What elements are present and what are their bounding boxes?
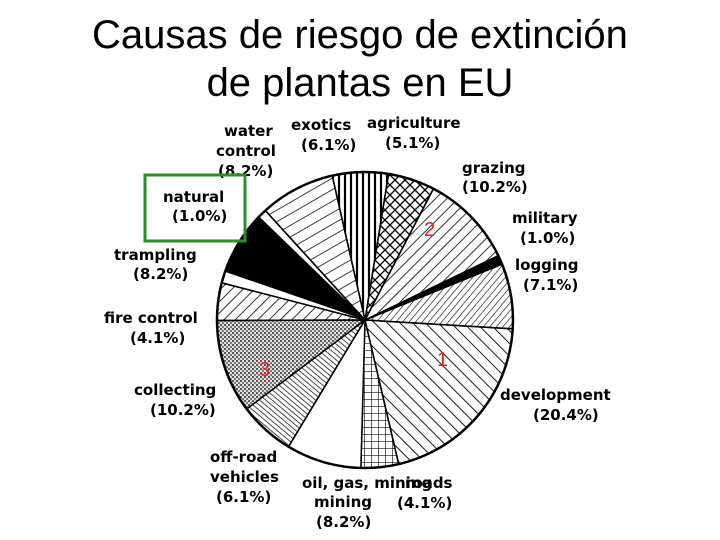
label-roads-pct: (4.1%): [397, 494, 452, 512]
label-agriculture: agriculture: [367, 114, 461, 132]
label-fire-control-pct: (4.1%): [130, 329, 185, 347]
label-military: military: [512, 209, 578, 227]
label-control: control: [216, 142, 276, 160]
label-water: water: [224, 122, 273, 140]
label-exotics-pct: (6.1%): [301, 136, 356, 154]
label-trampling-pct: (8.2%): [133, 265, 188, 283]
label-oil-gas-mining: oil, gas, mining: [302, 474, 432, 492]
annotation-2: 2: [424, 219, 435, 241]
label-oil-gas-mining-2: mining: [314, 493, 372, 511]
label-off-road-2: vehicles: [210, 468, 279, 486]
pie-slices: [215, 170, 515, 470]
label-natural: natural: [163, 188, 224, 206]
label-collecting: collecting: [134, 381, 216, 399]
annotation-3: 3: [259, 359, 270, 381]
label-off-road-pct: (6.1%): [216, 488, 271, 506]
chart-title-line-2: de plantas en EU: [206, 61, 514, 105]
chart-title-line-1: Causas de riesgo de extinción: [92, 13, 628, 57]
label-natural-pct: (1.0%): [172, 207, 227, 225]
label-exotics: exotics: [291, 116, 351, 134]
slice-labels: agriculture (5.1%) grazing (10.2%) milit…: [104, 114, 611, 531]
label-development: development: [500, 386, 611, 404]
label-logging-pct: (7.1%): [523, 276, 578, 294]
label-fire-control: fire control: [104, 309, 198, 327]
highlight-box-natural: [143, 173, 247, 243]
label-collecting-pct: (10.2%): [150, 401, 216, 419]
pie-slice-trampling-fill: [225, 217, 365, 320]
label-trampling: trampling: [114, 246, 197, 264]
annotation-1: 1: [437, 349, 448, 371]
label-logging: logging: [515, 256, 578, 274]
label-off-road: off-road: [210, 448, 277, 466]
label-oil-gas-mining-pct: (8.2%): [316, 513, 371, 531]
label-agriculture-pct: (5.1%): [385, 134, 440, 152]
label-grazing: grazing: [462, 159, 526, 177]
label-grazing-pct: (10.2%): [462, 178, 528, 196]
label-military-pct: (1.0%): [520, 229, 575, 247]
label-development-pct: (20.4%): [533, 406, 599, 424]
pie-outline: [215, 170, 515, 470]
label-roads: roads: [405, 474, 453, 492]
